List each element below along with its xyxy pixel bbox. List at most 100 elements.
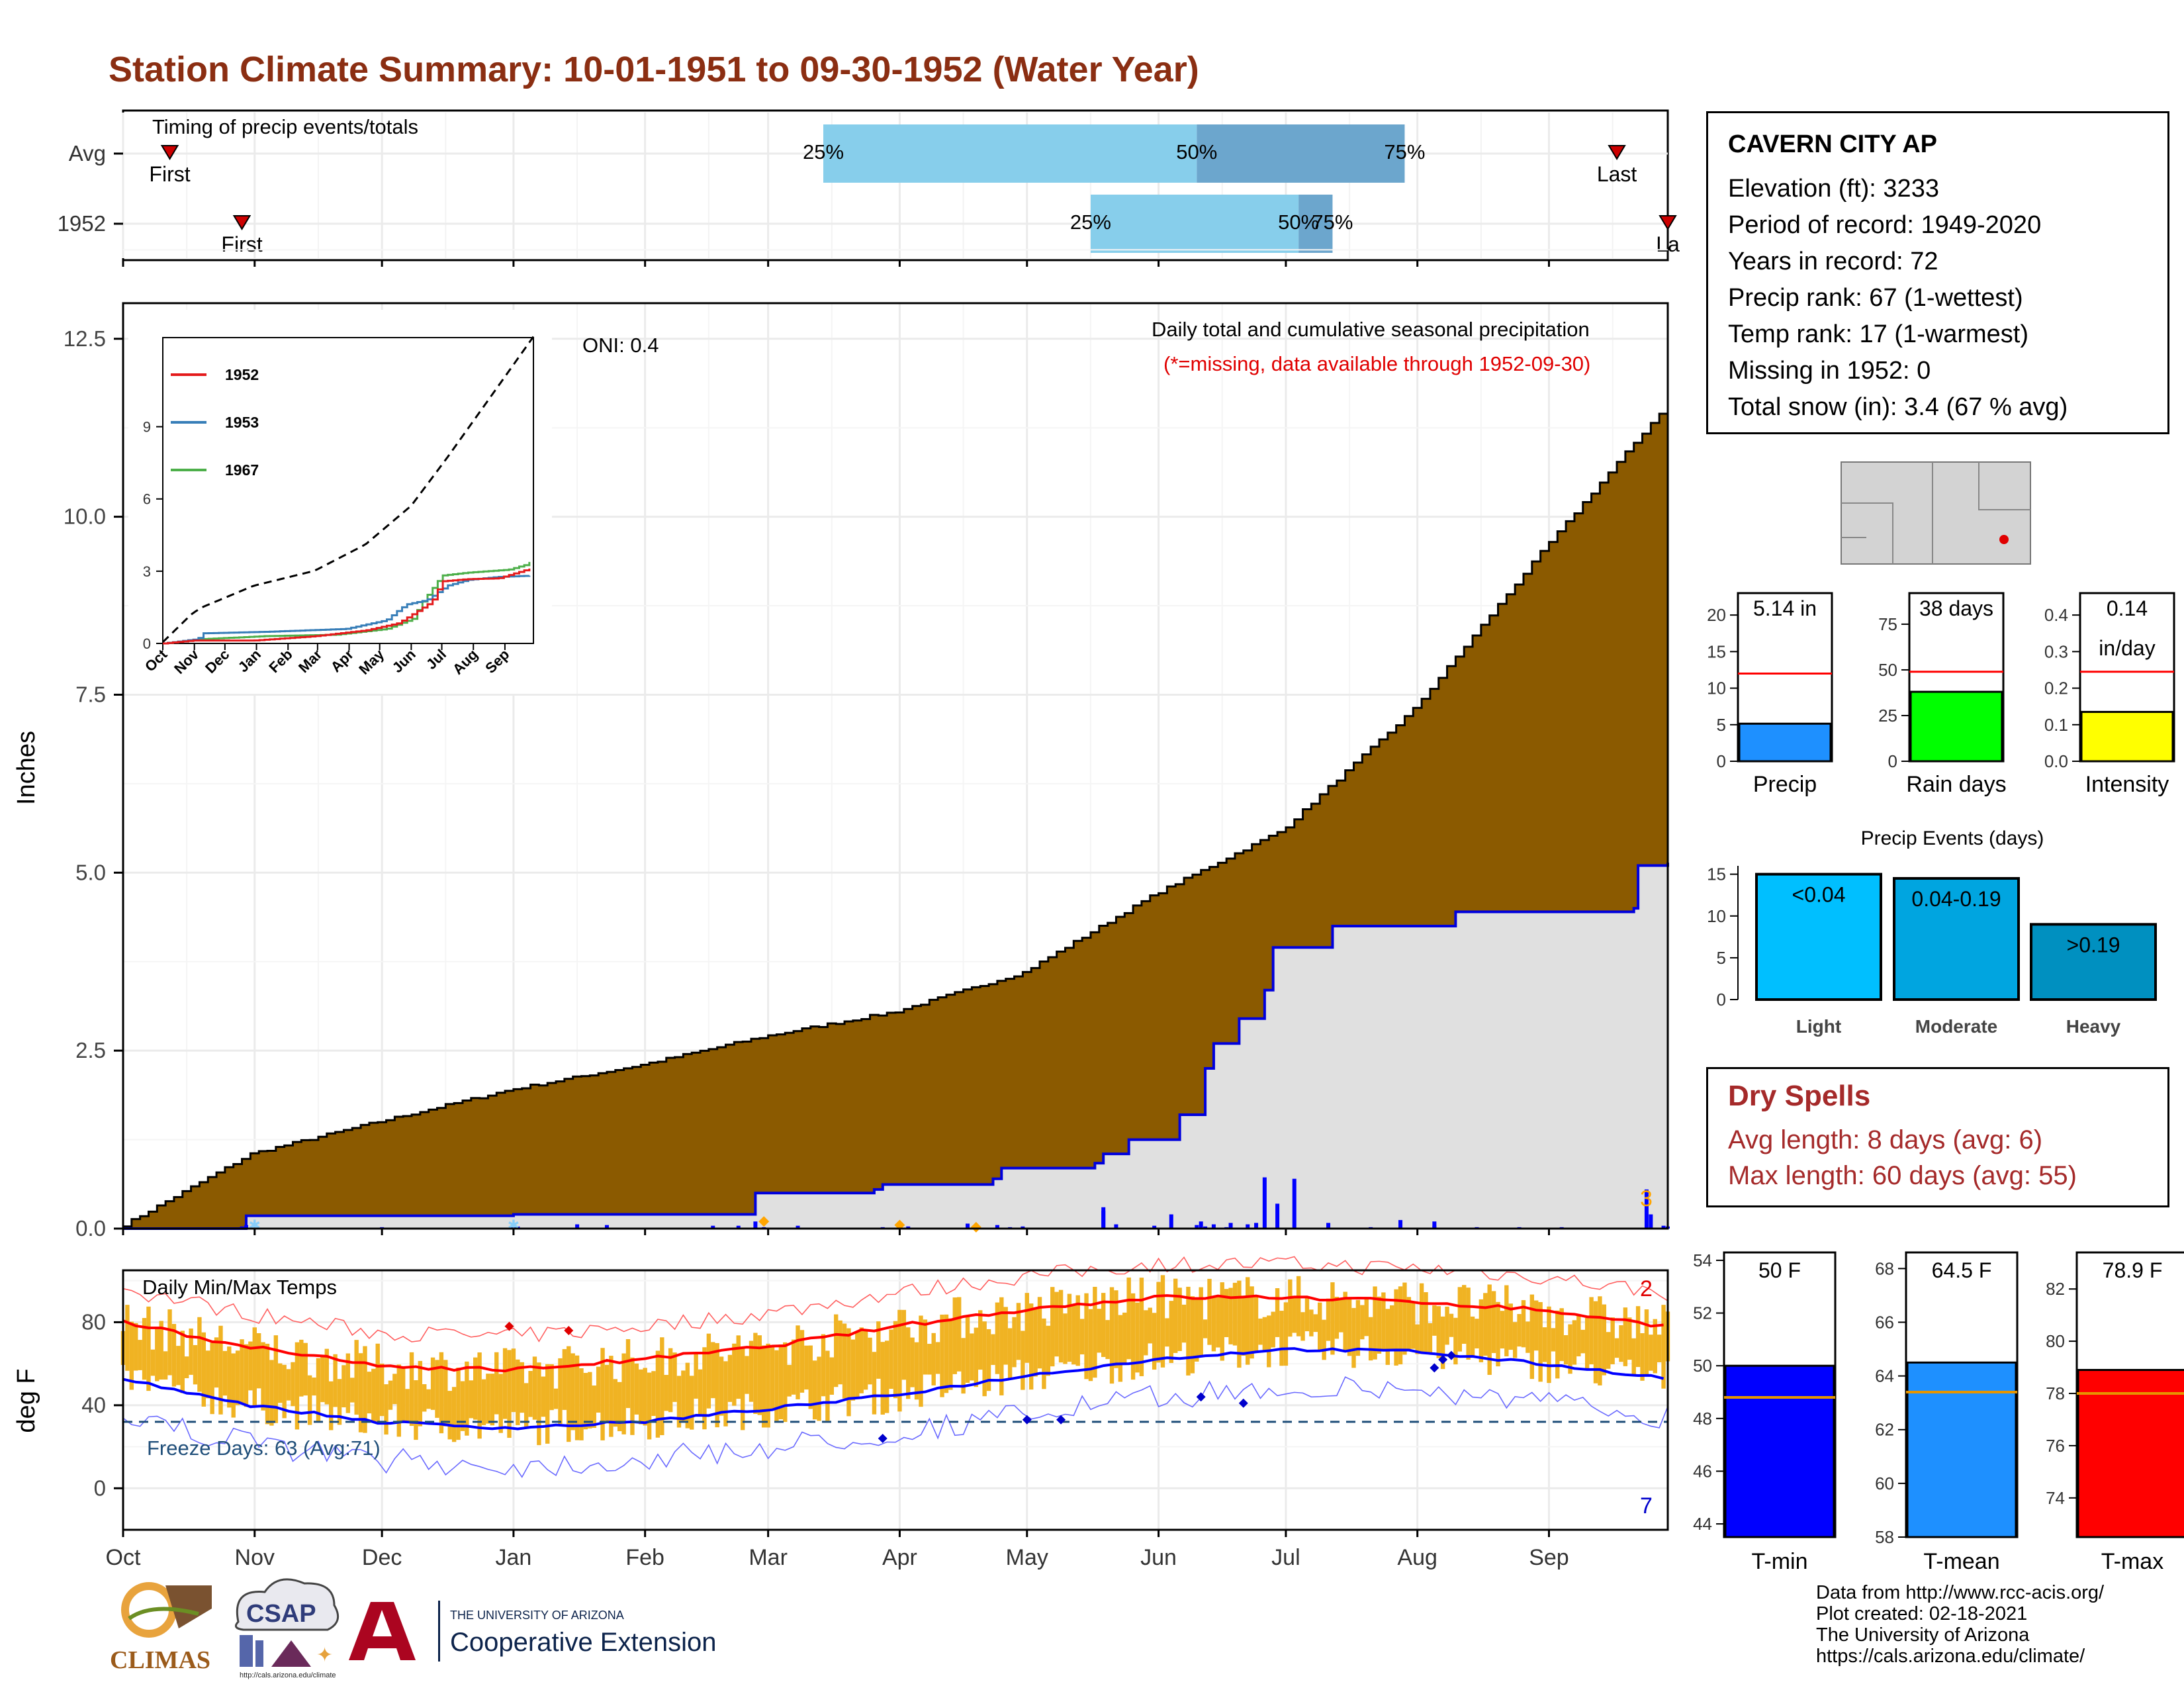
mini-bar-tick-label: 25 xyxy=(1878,706,1897,726)
daily-temp-bar xyxy=(1360,1305,1365,1340)
events-tick-label: 0 xyxy=(1717,990,1726,1009)
daily-temp-bar xyxy=(927,1344,932,1375)
daily-temp-bar xyxy=(345,1353,351,1413)
daily-temp-bar xyxy=(1093,1286,1097,1378)
daily-temp-bar xyxy=(664,1374,668,1411)
daily-temp-bar xyxy=(1390,1305,1394,1351)
daily-temp-bar xyxy=(1237,1280,1242,1368)
daily-temp-bar xyxy=(1007,1328,1013,1380)
daily-precip-bar xyxy=(753,1221,758,1229)
daily-temp-bar xyxy=(651,1371,656,1417)
inset-ytick-label: 6 xyxy=(143,491,151,508)
daily-temp-bar xyxy=(218,1325,223,1415)
daily-temp-bar xyxy=(901,1309,907,1380)
station-temp-rank: Temp rank: 17 (1-warmest) xyxy=(1728,320,2029,348)
daily-temp-bar xyxy=(1508,1303,1513,1350)
timing-last-label: La xyxy=(1656,232,1680,256)
daily-temp-bar xyxy=(1339,1299,1343,1333)
mini-bar-tick-label: 0.0 xyxy=(2044,751,2068,771)
mini-bar-value xyxy=(1909,690,2003,763)
daily-temp-bar xyxy=(477,1352,482,1439)
inset-series-line xyxy=(163,568,531,645)
daily-temp-bar xyxy=(825,1350,830,1421)
daily-temp-bar xyxy=(1084,1293,1089,1380)
ua-small-text: THE UNIVERSITY OF ARIZONA xyxy=(450,1609,624,1622)
daily-temp-bar xyxy=(1542,1327,1547,1362)
daily-temp-bar xyxy=(511,1348,516,1413)
credit-data-source: Data from http://www.rcc-acis.org/ xyxy=(1816,1582,2105,1603)
daily-temp-bar xyxy=(1024,1293,1029,1363)
daily-temp-bar xyxy=(804,1345,809,1390)
daily-temp-bar xyxy=(1228,1288,1233,1344)
mini-bar-tick-label: 10 xyxy=(1707,679,1726,698)
month-tick-label: Apr xyxy=(882,1545,917,1570)
daily-temp-bar xyxy=(1517,1314,1522,1347)
daily-temp-bar xyxy=(278,1363,283,1403)
timing-bar-q50-q75 xyxy=(1197,124,1405,183)
daily-temp-bar xyxy=(1211,1296,1216,1352)
daily-temp-bar xyxy=(745,1356,749,1394)
temp-bar-value xyxy=(1906,1361,2017,1538)
daily-temp-bar xyxy=(1028,1303,1034,1390)
daily-temp-bar xyxy=(1475,1319,1479,1349)
daily-temp-bar xyxy=(1220,1282,1224,1361)
daily-temp-bar xyxy=(1657,1335,1662,1362)
daily-temp-bar xyxy=(855,1331,860,1399)
record-low-marker xyxy=(1238,1398,1248,1408)
daily-temp-bar xyxy=(1606,1332,1611,1369)
month-tick-label: Jun xyxy=(1140,1545,1177,1570)
daily-temp-bar xyxy=(970,1333,974,1381)
daily-temp-bar xyxy=(312,1377,316,1396)
daily-temp-bar xyxy=(1398,1286,1403,1365)
daily-temp-bar xyxy=(490,1374,495,1426)
daily-temp-bar xyxy=(1139,1278,1144,1376)
daily-precip-bar xyxy=(516,1226,520,1229)
daily-temp-bar xyxy=(1309,1309,1314,1336)
daily-temp-bar xyxy=(409,1352,414,1427)
month-tick-label: Jan xyxy=(495,1545,531,1570)
daily-temp-bar xyxy=(1063,1313,1068,1364)
daily-temp-bar xyxy=(498,1374,503,1433)
daily-temp-bar xyxy=(1135,1302,1140,1373)
daily-temp-bar xyxy=(1466,1288,1471,1360)
daily-temp-bar xyxy=(1411,1303,1416,1349)
daily-temp-bar xyxy=(1118,1315,1123,1382)
daily-temp-bar xyxy=(1457,1287,1463,1352)
daily-temp-bar xyxy=(1529,1294,1535,1380)
daily-temp-bar xyxy=(884,1340,889,1413)
daily-temp-bar xyxy=(1271,1311,1275,1348)
daily-temp-bar xyxy=(1614,1338,1619,1358)
dry-spells-avg: Avg length: 8 days (avg: 6) xyxy=(1728,1125,2043,1154)
daily-temp-bar xyxy=(337,1379,342,1425)
daily-temp-bar xyxy=(634,1363,639,1415)
csap-sun-icon: ✦ xyxy=(316,1644,333,1666)
daily-temp-bar xyxy=(1563,1335,1569,1365)
daily-precip-bar xyxy=(1275,1203,1280,1229)
daily-temp-bar xyxy=(757,1335,762,1415)
csap-logo-text: CSAP xyxy=(246,1600,316,1628)
daily-temp-bar xyxy=(736,1335,741,1399)
mini-bar-tick-label: 15 xyxy=(1707,641,1726,661)
mini-bar-label: Rain days xyxy=(1906,772,2006,797)
temp-bar-tick-label: 60 xyxy=(1875,1474,1894,1493)
daily-temp-bar xyxy=(502,1348,508,1419)
daily-temp-bar xyxy=(1610,1317,1615,1364)
daily-temp-bar xyxy=(516,1359,520,1425)
daily-temp-bar xyxy=(422,1384,427,1412)
daily-temp-bar xyxy=(766,1343,770,1428)
daily-temp-bar xyxy=(1640,1333,1645,1381)
daily-temp-bar xyxy=(1568,1324,1572,1374)
daily-precip-bar xyxy=(1228,1223,1233,1229)
inset-ytick-label: 0 xyxy=(143,635,151,652)
daily-temp-bar xyxy=(1275,1288,1280,1337)
daily-temp-bar xyxy=(812,1360,817,1420)
mini-bar-tick-label: 0 xyxy=(1888,751,1897,771)
precip-ytick-label: 12.5 xyxy=(64,326,106,351)
daily-temp-bar xyxy=(1300,1312,1305,1341)
daily-temp-bar xyxy=(1661,1305,1666,1389)
daily-temp-bar xyxy=(604,1364,610,1421)
daily-temp-bar xyxy=(435,1360,439,1418)
daily-temp-bar xyxy=(333,1354,338,1407)
daily-temp-bar xyxy=(303,1342,308,1396)
